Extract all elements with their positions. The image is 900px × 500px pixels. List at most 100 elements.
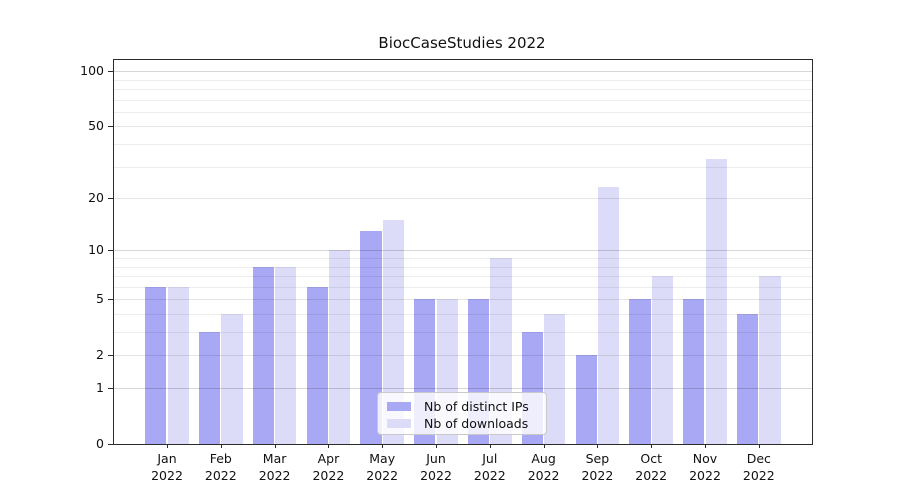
x-tick-jun: [436, 444, 437, 448]
x-tick-may: [382, 444, 384, 448]
gridline-y-5: [114, 299, 812, 301]
x-tick-label-year: 2022: [366, 467, 399, 483]
gridline-y-50: [114, 126, 812, 128]
x-tick-feb: [220, 444, 222, 448]
bar-feb-downloads: [221, 314, 243, 444]
bar-nov-distinct-ips: [683, 299, 705, 444]
x-tick-label-year: 2022: [689, 467, 721, 483]
x-tick-label-year: 2022: [742, 467, 775, 483]
bar-dec-distinct-ips: [737, 314, 759, 444]
bar-jan-downloads: [167, 286, 189, 444]
x-tick-jan: [167, 444, 168, 448]
x-tick-label-year: 2022: [581, 467, 614, 483]
bar-apr-distinct-ips: [306, 286, 328, 444]
x-tick-label-month: Jan: [157, 451, 177, 466]
x-tick-label-mar: Mar 2022: [243, 451, 307, 484]
x-tick-label-month: Mar: [262, 451, 287, 466]
bar-feb-distinct-ips: [199, 332, 221, 444]
x-tick-label-month: Jul: [482, 451, 498, 466]
x-tick-label-jul: Jul 2022: [458, 451, 522, 484]
x-tick-label-year: 2022: [258, 467, 291, 483]
legend-swatch-downloads-icon: [387, 419, 411, 428]
bar-jan-distinct-ips: [145, 286, 167, 444]
gridline-y-90: [114, 79, 812, 81]
x-tick-label-month: May: [369, 451, 396, 466]
x-tick-label-nov: Nov 2022: [673, 451, 737, 484]
gridline-y-9: [114, 258, 812, 259]
x-tick-label-year: 2022: [473, 467, 506, 483]
plot-area: [113, 59, 813, 445]
y-tick-1: [108, 388, 113, 389]
gridline-y-1: [114, 388, 812, 389]
y-tick-label-5: 5: [96, 291, 104, 307]
x-tick-label-month: Apr: [317, 451, 340, 466]
y-tick-50: [108, 126, 113, 128]
x-tick-label-month: Jun: [426, 451, 446, 466]
x-tick-nov: [705, 444, 706, 448]
x-tick-label-month: Aug: [531, 451, 556, 466]
bar-aug-downloads: [544, 314, 566, 444]
y-tick-label-1: 1: [96, 380, 104, 395]
chart-title: BiocCaseStudies 2022: [378, 34, 546, 52]
gridline-y-30: [114, 166, 812, 168]
x-tick-label-sep: Sep 2022: [565, 451, 629, 484]
y-tick-label-50: 50: [88, 118, 104, 134]
plot-inner: [114, 60, 812, 444]
x-tick-label-oct: Oct 2022: [619, 451, 683, 484]
bar-mar-distinct-ips: [252, 266, 274, 444]
gridline-y-20: [114, 198, 812, 200]
gridline-y-7: [114, 276, 812, 277]
x-tick-sep: [597, 444, 599, 448]
y-tick-10: [108, 250, 113, 252]
gridline-y-100: [114, 71, 812, 73]
x-tick-label-year: 2022: [151, 467, 183, 483]
bar-oct-downloads: [651, 276, 673, 444]
gridline-y-70: [114, 99, 812, 101]
x-tick-mar: [274, 444, 276, 448]
gridline-y-80: [114, 89, 812, 90]
x-tick-apr: [328, 444, 330, 448]
y-tick-label-0: 0: [96, 436, 104, 451]
gridline-y-3: [114, 332, 812, 333]
x-tick-label-aug: Aug 2022: [512, 451, 576, 484]
bar-mar-downloads: [275, 266, 297, 444]
bar-dec-downloads: [759, 276, 781, 444]
y-tick-2: [108, 355, 113, 357]
x-tick-label-month: Nov: [692, 451, 718, 466]
legend-label-downloads: Nb of downloads: [424, 416, 529, 431]
y-tick-20: [108, 198, 113, 200]
x-tick-label-dec: Dec 2022: [727, 451, 791, 484]
y-tick-label-100: 100: [80, 63, 104, 79]
x-tick-label-jan: Jan 2022: [135, 451, 199, 484]
bar-nov-downloads: [705, 159, 727, 444]
x-tick-label-year: 2022: [527, 467, 560, 483]
legend-swatch-distinct-ips-icon: [387, 402, 411, 411]
gridline-y-6: [114, 286, 812, 288]
x-tick-label-may: May 2022: [350, 451, 414, 484]
legend-label-distinct-ips: Nb of distinct IPs: [424, 399, 529, 414]
gridline-y-2: [114, 355, 812, 357]
bar-may-downloads: [382, 220, 404, 444]
legend: Nb of distinct IPs Nb of downloads: [377, 392, 547, 435]
gridline-y-10: [114, 250, 812, 252]
legend-row-distinct-ips: Nb of distinct IPs: [387, 398, 546, 415]
bar-apr-downloads: [329, 250, 351, 444]
y-tick-label-20: 20: [88, 190, 104, 206]
x-tick-oct: [651, 444, 653, 448]
x-tick-label-year: 2022: [312, 467, 345, 483]
x-tick-label-month: Sep: [585, 451, 610, 466]
x-tick-label-year: 2022: [204, 467, 237, 483]
legend-row-downloads: Nb of downloads: [387, 415, 546, 432]
bar-sep-distinct-ips: [575, 355, 597, 444]
bar-sep-downloads: [598, 187, 620, 444]
x-tick-label-apr: Apr 2022: [296, 451, 360, 484]
x-tick-dec: [758, 444, 760, 448]
x-tick-label-month: Feb: [209, 451, 232, 466]
x-tick-aug: [543, 444, 545, 448]
x-tick-label-year: 2022: [420, 467, 452, 483]
x-tick-jul: [489, 444, 491, 448]
bar-may-distinct-ips: [360, 230, 382, 444]
y-tick-0: [108, 444, 113, 445]
x-tick-label-year: 2022: [635, 467, 668, 483]
